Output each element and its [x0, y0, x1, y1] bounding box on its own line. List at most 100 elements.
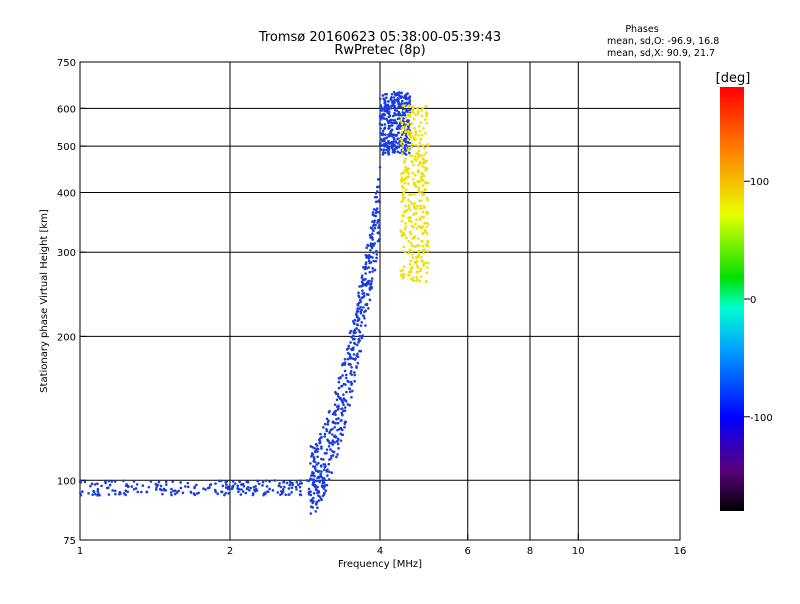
- data-point: [171, 480, 174, 483]
- data-point: [372, 229, 375, 233]
- data-point: [396, 137, 400, 140]
- data-point: [381, 151, 385, 154]
- data-point: [414, 207, 418, 211]
- data-point: [367, 259, 371, 263]
- data-point: [173, 492, 177, 496]
- data-point: [368, 270, 372, 274]
- data-point: [392, 96, 396, 99]
- data-point: [374, 211, 378, 215]
- data-point: [423, 222, 426, 225]
- data-point: [360, 296, 364, 300]
- data-point: [384, 133, 387, 136]
- data-point: [360, 274, 364, 277]
- data-point: [357, 291, 360, 295]
- data-point: [287, 493, 290, 496]
- data-point: [412, 136, 416, 139]
- data-point: [379, 148, 383, 151]
- data-point: [410, 121, 414, 125]
- data-point: [177, 489, 181, 493]
- data-point: [410, 277, 413, 281]
- data-point: [417, 253, 421, 257]
- data-point: [313, 467, 317, 470]
- data-point: [391, 114, 395, 118]
- data-point: [336, 428, 339, 432]
- colorbar-ticks: 100 0 -100: [744, 177, 773, 424]
- data-point: [372, 244, 375, 247]
- data-point: [374, 208, 378, 212]
- data-point: [334, 413, 337, 416]
- data-point: [134, 487, 138, 490]
- data-point: [387, 139, 390, 143]
- data-point: [383, 126, 387, 130]
- data-point: [409, 208, 412, 212]
- data-point: [411, 202, 414, 206]
- data-point: [369, 284, 372, 287]
- data-point: [421, 165, 424, 168]
- data-point: [385, 148, 388, 152]
- data-point: [415, 256, 418, 259]
- data-point: [344, 376, 348, 380]
- data-point: [313, 446, 316, 450]
- data-point: [420, 134, 424, 137]
- data-point: [388, 142, 391, 145]
- data-point: [385, 117, 388, 121]
- data-point: [353, 342, 357, 346]
- data-point: [186, 481, 190, 485]
- data-point: [348, 363, 352, 366]
- data-point: [418, 186, 421, 189]
- data-point: [393, 143, 396, 147]
- data-point: [239, 493, 243, 496]
- data-point: [359, 300, 363, 303]
- data-point: [218, 479, 221, 483]
- data-point: [404, 121, 408, 125]
- data-point: [410, 193, 413, 196]
- data-point: [169, 491, 173, 494]
- data-point: [407, 204, 411, 207]
- data-point: [299, 479, 302, 482]
- data-point: [360, 280, 364, 284]
- data-point: [157, 480, 161, 484]
- data-point: [104, 480, 107, 483]
- data-point: [369, 249, 372, 252]
- data-point: [372, 259, 375, 263]
- data-point: [392, 119, 396, 122]
- data-point: [323, 432, 327, 436]
- data-point: [380, 105, 383, 109]
- data-point: [370, 277, 374, 280]
- data-point: [396, 93, 399, 97]
- data-point: [83, 480, 87, 484]
- data-point: [195, 483, 198, 487]
- data-point: [423, 153, 426, 157]
- data-point: [403, 209, 407, 213]
- data-point: [381, 113, 384, 116]
- data-point: [179, 481, 182, 484]
- data-point: [368, 233, 372, 237]
- data-point: [345, 390, 348, 394]
- data-point: [130, 485, 134, 488]
- data-point: [407, 182, 410, 185]
- data-point: [390, 118, 393, 122]
- data-point: [401, 195, 405, 199]
- data-point: [419, 275, 423, 279]
- data-point: [251, 492, 255, 495]
- data-point: [408, 248, 412, 252]
- data-point: [404, 204, 407, 208]
- data-point: [367, 244, 370, 247]
- data-point: [422, 127, 425, 130]
- data-point: [320, 470, 323, 473]
- data-point: [393, 147, 397, 151]
- data-point: [322, 426, 325, 429]
- data-point: [419, 121, 423, 125]
- data-point: [401, 113, 405, 117]
- x-tick-label: 1: [77, 546, 83, 557]
- data-point: [357, 338, 360, 341]
- data-point: [224, 486, 228, 489]
- data-point: [426, 198, 429, 202]
- data-point: [362, 306, 365, 309]
- data-point: [268, 487, 271, 491]
- data-point: [369, 242, 373, 245]
- data-point: [348, 390, 352, 394]
- data-point: [387, 111, 391, 115]
- data-point: [309, 477, 312, 480]
- data-point: [365, 282, 369, 286]
